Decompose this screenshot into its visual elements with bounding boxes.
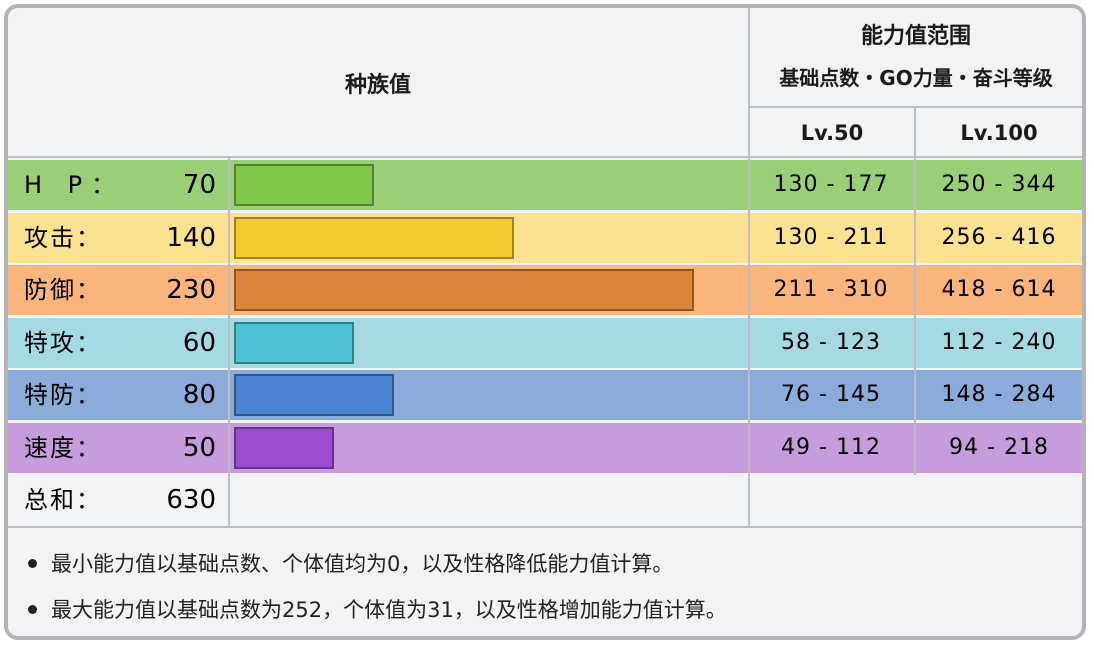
stat-label: 特攻： bbox=[24, 329, 102, 357]
stat-bar bbox=[234, 427, 334, 469]
divider bbox=[228, 158, 230, 528]
stat-label: 攻击： bbox=[24, 224, 102, 252]
stat-bar-track bbox=[230, 370, 746, 420]
footnote-max: 最大能力值以基础点数为252，个体值为31，以及性格增加能力值计算。 bbox=[28, 594, 727, 624]
stat-base-value: 230 bbox=[166, 275, 216, 305]
total-label: 总和： bbox=[24, 486, 102, 514]
lv100-range: 250 - 344 bbox=[941, 172, 1057, 197]
stats-table: 种族值 能力值范围 基础点数・GO力量・奋斗等级 Lv.50 Lv.100 H … bbox=[4, 4, 1086, 640]
base-stats-header: 种族值 bbox=[344, 73, 411, 98]
stat-row: 特攻： 60 58 - 123 112 - 240 bbox=[8, 318, 1082, 368]
stat-bar-track bbox=[230, 423, 746, 473]
divider bbox=[748, 8, 750, 528]
stat-base-value: 80 bbox=[182, 380, 216, 410]
stat-bar bbox=[234, 322, 354, 364]
stat-row: 防御： 230 211 - 310 418 - 614 bbox=[8, 265, 1082, 315]
stat-base-value: 50 bbox=[182, 433, 216, 463]
divider bbox=[914, 108, 916, 475]
stat-row: 攻击： 140 130 - 211 256 - 416 bbox=[8, 213, 1082, 263]
lv50-range: 130 - 177 bbox=[773, 172, 889, 197]
total-row: 总和： 630 bbox=[8, 475, 1082, 525]
stat-label: 防御： bbox=[24, 276, 102, 304]
bullet-icon bbox=[28, 558, 37, 568]
divider bbox=[750, 106, 1082, 108]
stat-label: 速度： bbox=[24, 434, 102, 462]
stat-row: 速度： 50 49 - 112 94 - 218 bbox=[8, 423, 1082, 473]
lv50-range: 58 - 123 bbox=[781, 330, 881, 355]
footnote-text: 最小能力值以基础点数、个体值均为0，以及性格降低能力值计算。 bbox=[51, 552, 674, 576]
stat-label: 特防： bbox=[24, 381, 102, 409]
stat-bar-track bbox=[230, 318, 746, 368]
stat-base-value: 60 bbox=[182, 328, 216, 358]
stat-bar bbox=[234, 164, 374, 206]
lv50-header: Lv.50 bbox=[800, 121, 864, 145]
lv100-range: 418 - 614 bbox=[941, 277, 1057, 302]
stat-row: 特防： 80 76 - 145 148 - 284 bbox=[8, 370, 1082, 420]
lv100-range: 94 - 218 bbox=[949, 435, 1049, 460]
divider bbox=[8, 526, 1082, 528]
stat-base-value: 70 bbox=[182, 170, 216, 200]
stat-bar-track bbox=[230, 160, 746, 210]
footnote-min: 最小能力值以基础点数、个体值均为0，以及性格降低能力值计算。 bbox=[28, 548, 673, 578]
lv50-range: 49 - 112 bbox=[781, 435, 881, 460]
stat-bar bbox=[234, 217, 514, 259]
bullet-icon bbox=[28, 604, 37, 614]
divider bbox=[8, 156, 1082, 158]
stat-base-value: 140 bbox=[166, 223, 216, 253]
lv100-range: 256 - 416 bbox=[941, 225, 1057, 250]
stat-range-title: 能力值范围 bbox=[860, 24, 971, 49]
lv50-range: 76 - 145 bbox=[781, 382, 881, 407]
footnotes: 最小能力值以基础点数、个体值均为0，以及性格降低能力值计算。 最大能力值以基础点… bbox=[8, 528, 1082, 636]
lv50-range: 211 - 310 bbox=[773, 277, 889, 302]
stat-bar bbox=[234, 269, 694, 311]
stat-range-subtitle: 基础点数・GO力量・奋斗等级 bbox=[779, 65, 1053, 90]
stat-bar-track bbox=[230, 213, 746, 263]
stat-bar bbox=[234, 374, 394, 416]
total-value: 630 bbox=[166, 485, 216, 515]
lv50-range: 130 - 211 bbox=[773, 225, 889, 250]
stat-bar-track bbox=[230, 265, 746, 315]
stat-row: H P： 70 130 - 177 250 - 344 bbox=[8, 160, 1082, 210]
stat-label: H P： bbox=[24, 171, 125, 199]
footnote-text: 最大能力值以基础点数为252，个体值为31，以及性格增加能力值计算。 bbox=[51, 598, 727, 622]
lv100-header: Lv.100 bbox=[960, 121, 1038, 145]
lv100-range: 112 - 240 bbox=[941, 330, 1057, 355]
lv100-range: 148 - 284 bbox=[941, 382, 1057, 407]
